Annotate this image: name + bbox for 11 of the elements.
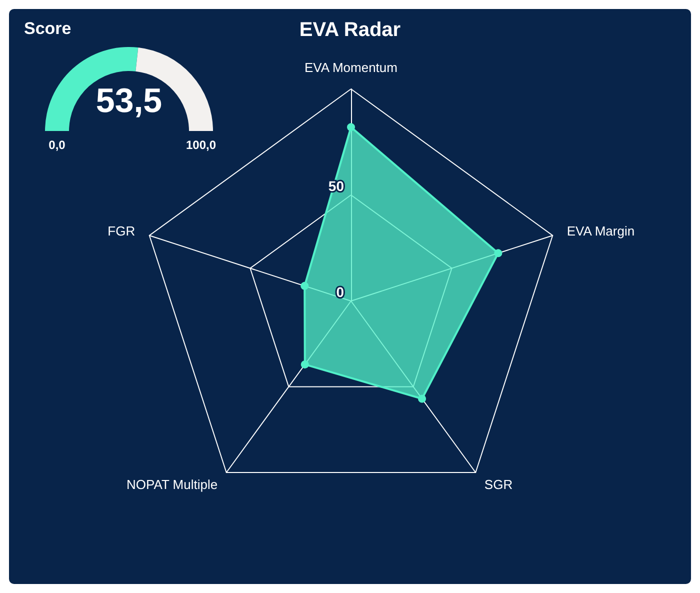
chart-title: EVA Radar	[299, 19, 401, 41]
spoke-label: FGR	[108, 223, 136, 238]
text: 0,0	[48, 138, 66, 152]
chart-title: Score	[24, 19, 72, 38]
text: 100,0	[186, 138, 216, 152]
spoke-label: NOPAT Multiple	[126, 477, 218, 492]
y-tick-label: 0	[336, 284, 344, 300]
data-label: 53,5	[96, 82, 162, 120]
spoke-label: SGR	[484, 477, 513, 492]
spoke-label: EVA Margin	[566, 223, 635, 238]
spoke-label: EVA Momentum	[304, 60, 398, 75]
